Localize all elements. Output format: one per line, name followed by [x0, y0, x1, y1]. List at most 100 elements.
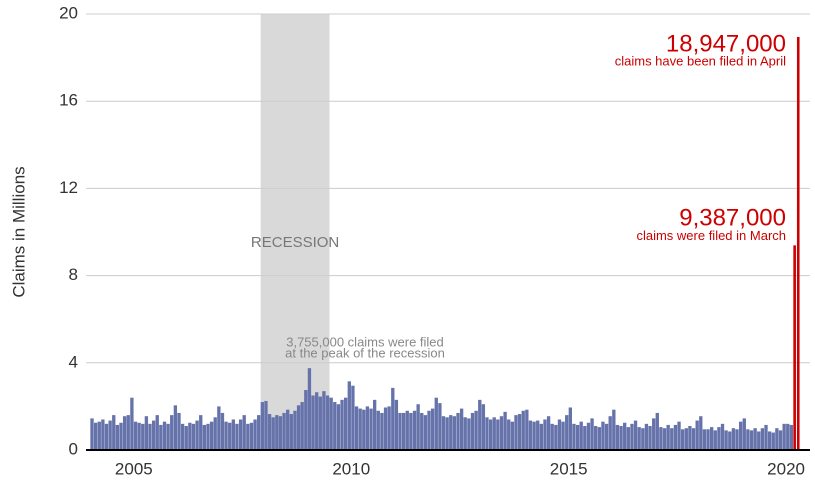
bar [112, 415, 116, 450]
bar [695, 420, 699, 450]
bar [796, 36, 800, 451]
bar [195, 420, 199, 450]
bar [557, 419, 562, 450]
value-note: claims were filed in March [636, 228, 786, 243]
recession-band [260, 14, 330, 450]
bar [666, 424, 670, 450]
bar [459, 408, 464, 450]
y-tick-label: 0 [69, 439, 78, 458]
bar [300, 402, 304, 450]
bar [224, 421, 228, 450]
bar [282, 412, 286, 450]
bar [199, 415, 203, 450]
bar [130, 397, 134, 450]
bar [253, 419, 257, 450]
bar [775, 428, 779, 450]
bar [318, 396, 322, 450]
bar [550, 423, 554, 450]
y-tick-label: 4 [69, 352, 78, 371]
bar [358, 408, 362, 450]
bar [463, 417, 467, 450]
bar [793, 245, 796, 450]
bar [249, 422, 254, 450]
bar [354, 406, 359, 450]
bar [536, 420, 540, 450]
bar [122, 416, 127, 450]
bar [742, 418, 746, 450]
bar [543, 419, 547, 450]
bar [394, 399, 399, 450]
bar [579, 421, 583, 450]
bar [720, 423, 725, 450]
bar [644, 423, 649, 450]
value-label: 18,947,000 [666, 30, 786, 57]
bar [90, 418, 94, 450]
bar [702, 429, 707, 450]
bar [365, 406, 370, 450]
bar [213, 417, 217, 450]
bar [184, 426, 188, 450]
bar [753, 428, 757, 450]
bar [126, 415, 130, 450]
bar [517, 414, 522, 450]
bar [786, 423, 790, 450]
bar [633, 420, 638, 450]
bar [767, 431, 772, 450]
y-tick-label: 8 [69, 265, 78, 284]
bar [101, 419, 105, 450]
bar [586, 422, 591, 450]
bar [220, 412, 225, 450]
bar [155, 415, 159, 450]
bar [760, 428, 765, 450]
bar [488, 419, 493, 450]
bar [749, 430, 754, 450]
peak-note: 3,755,000 claims were filed [286, 334, 444, 349]
bar [340, 399, 344, 450]
bar [93, 422, 98, 450]
bar [423, 415, 428, 450]
bar [343, 397, 348, 450]
bar [304, 390, 308, 450]
bar [597, 427, 602, 450]
bar [619, 426, 623, 450]
bar [510, 421, 515, 450]
bar [608, 416, 612, 450]
bar [188, 422, 192, 450]
bar [376, 410, 380, 450]
bar [307, 368, 312, 450]
bar [391, 387, 395, 450]
bar [289, 414, 293, 450]
bar [507, 419, 511, 450]
bar [177, 412, 181, 450]
bar [546, 416, 551, 450]
bar [539, 423, 543, 450]
y-axis-label: Claims in Millions [9, 166, 28, 297]
y-tick-label: 16 [59, 91, 78, 110]
bar [470, 412, 475, 450]
bar [438, 403, 442, 450]
value-label: 9,387,000 [679, 205, 786, 232]
x-tick-label: 2005 [115, 459, 153, 478]
bar [456, 412, 460, 450]
bar [264, 400, 268, 450]
bar [590, 418, 594, 450]
bar [735, 429, 739, 450]
bar [572, 423, 576, 450]
x-tick-label: 2010 [332, 459, 370, 478]
bar [387, 406, 391, 450]
bar [133, 421, 138, 450]
bar [260, 402, 265, 450]
bar [315, 392, 319, 450]
bar [336, 404, 341, 450]
bar [115, 424, 120, 450]
bar [713, 430, 717, 450]
bar [532, 421, 536, 450]
bar [680, 429, 685, 450]
bar [325, 395, 330, 450]
bar [764, 424, 768, 450]
bar [662, 428, 667, 450]
bar [162, 421, 167, 450]
bar [151, 420, 156, 450]
bar [427, 410, 431, 450]
bar [401, 412, 406, 450]
